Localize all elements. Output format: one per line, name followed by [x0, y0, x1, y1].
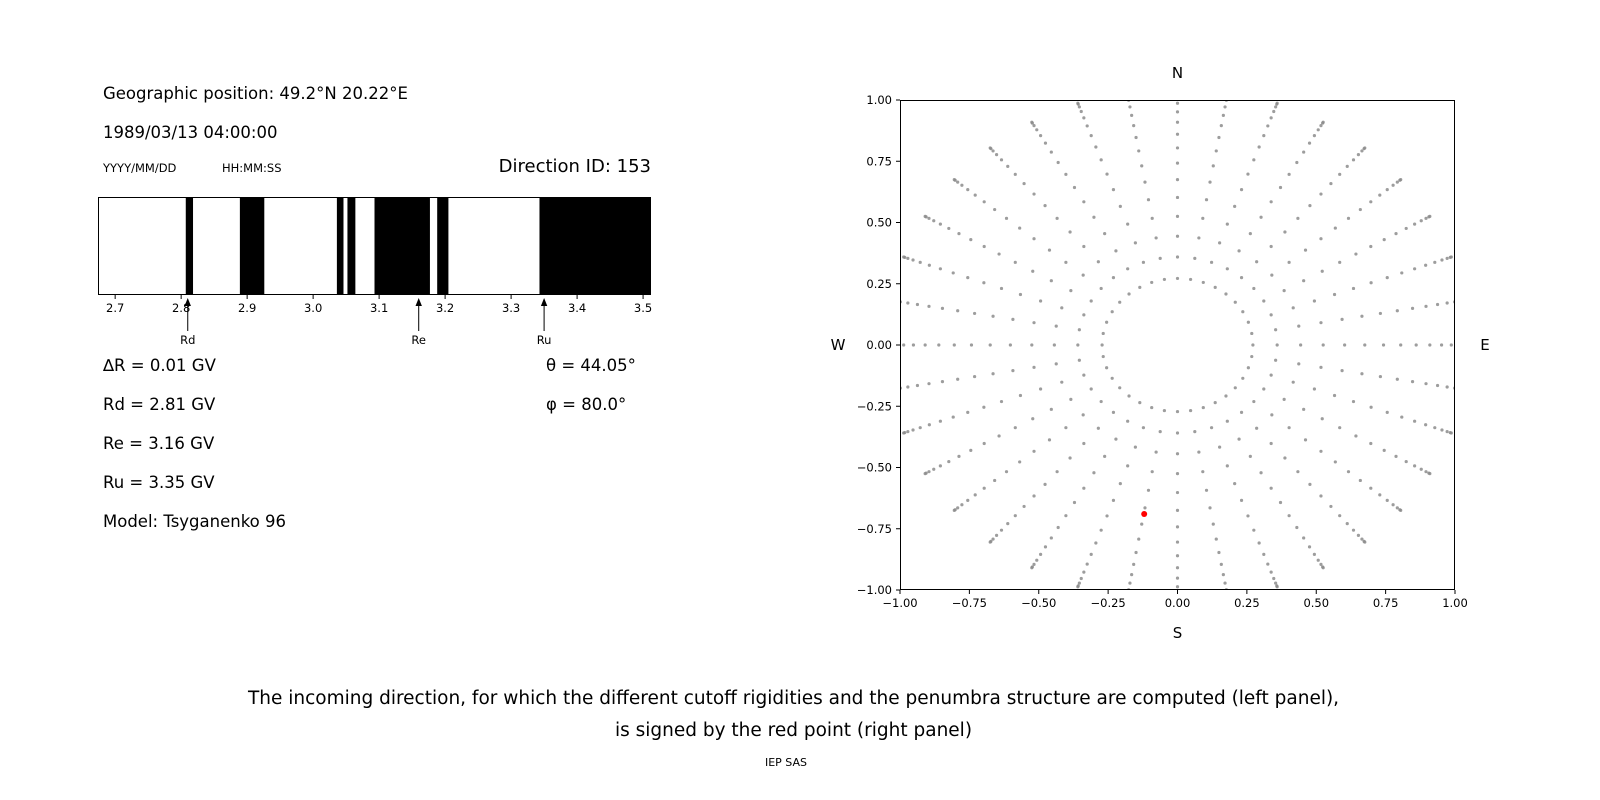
svg-text:2.7: 2.7 [106, 301, 124, 315]
svg-text:3.3: 3.3 [502, 301, 520, 315]
direction-id-label: Direction ID: 153 [498, 156, 651, 177]
direction-map-chart: −1.00−1.00 −0.75 −0.75 −0.50 −0.50 −0.25 −0.25… [831, 64, 1490, 642]
svg-text:2.9: 2.9 [238, 301, 256, 315]
svg-text:N: N [1172, 64, 1183, 82]
rd-label: Rd = 2.81 GV [103, 395, 216, 414]
date-format-label: YYYY/MM/DD [103, 161, 177, 175]
delta-r-label: ∆R = 0.01 GV [103, 356, 216, 375]
svg-text:3.0: 3.0 [304, 301, 322, 315]
svg-text:0.25: 0.25 [1234, 596, 1260, 610]
svg-text:−1.00: −1.00 [857, 583, 892, 597]
ru-label: Ru = 3.35 GV [103, 473, 215, 492]
caption-line-2: is signed by the red point (right panel) [614, 720, 973, 741]
svg-text:0.00: 0.00 [866, 338, 892, 352]
time-format-label: HH:MM:SS [222, 161, 282, 175]
svg-text:3.4: 3.4 [568, 301, 586, 315]
geographic-position-label: Geographic position: 49.2°N 20.22°E [103, 84, 408, 103]
svg-text:0.00: 0.00 [1165, 596, 1191, 610]
svg-text:3.2: 3.2 [436, 301, 454, 315]
footer-credit: IEP SAS [764, 756, 808, 769]
svg-text:−0.25: −0.25 [1091, 596, 1126, 610]
svg-text:W: W [831, 336, 846, 354]
datetime-label: 1989/03/13 04:00:00 [103, 123, 278, 142]
svg-text:Ru: Ru [537, 333, 552, 347]
svg-text:E: E [1480, 336, 1489, 354]
caption-line-1: The incoming direction, for which the di… [247, 688, 1340, 709]
svg-text:Rd: Rd [180, 333, 195, 347]
svg-text:0.75: 0.75 [866, 154, 892, 168]
svg-text:Re: Re [411, 333, 426, 347]
svg-text:0.25: 0.25 [866, 277, 892, 291]
svg-text:1.00: 1.00 [866, 93, 892, 107]
re-label: Re = 3.16 GV [103, 434, 215, 453]
penumbra-chart: 2.7 2.8 2.9 3.0 3.1 3.2 3.3 3.4 3.5Rd Re Ru [98, 197, 652, 347]
svg-text:−0.25: −0.25 [857, 399, 892, 413]
svg-text:−1.00: −1.00 [882, 596, 917, 610]
svg-text:−0.50: −0.50 [1021, 596, 1056, 610]
svg-text:−0.75: −0.75 [857, 522, 892, 536]
theta-label: θ = 44.05° [546, 356, 636, 375]
phi-label: φ = 80.0° [546, 395, 627, 414]
svg-text:0.50: 0.50 [866, 216, 892, 230]
svg-text:0.50: 0.50 [1303, 596, 1329, 610]
svg-text:0.75: 0.75 [1373, 596, 1399, 610]
svg-text:−0.50: −0.50 [857, 461, 892, 475]
model-label: Model: Tsyganenko 96 [103, 512, 287, 531]
svg-text:S: S [1173, 624, 1183, 642]
svg-text:3.5: 3.5 [634, 301, 652, 315]
svg-text:−0.75: −0.75 [952, 596, 987, 610]
svg-text:1.00: 1.00 [1442, 596, 1468, 610]
svg-text:3.1: 3.1 [370, 301, 388, 315]
